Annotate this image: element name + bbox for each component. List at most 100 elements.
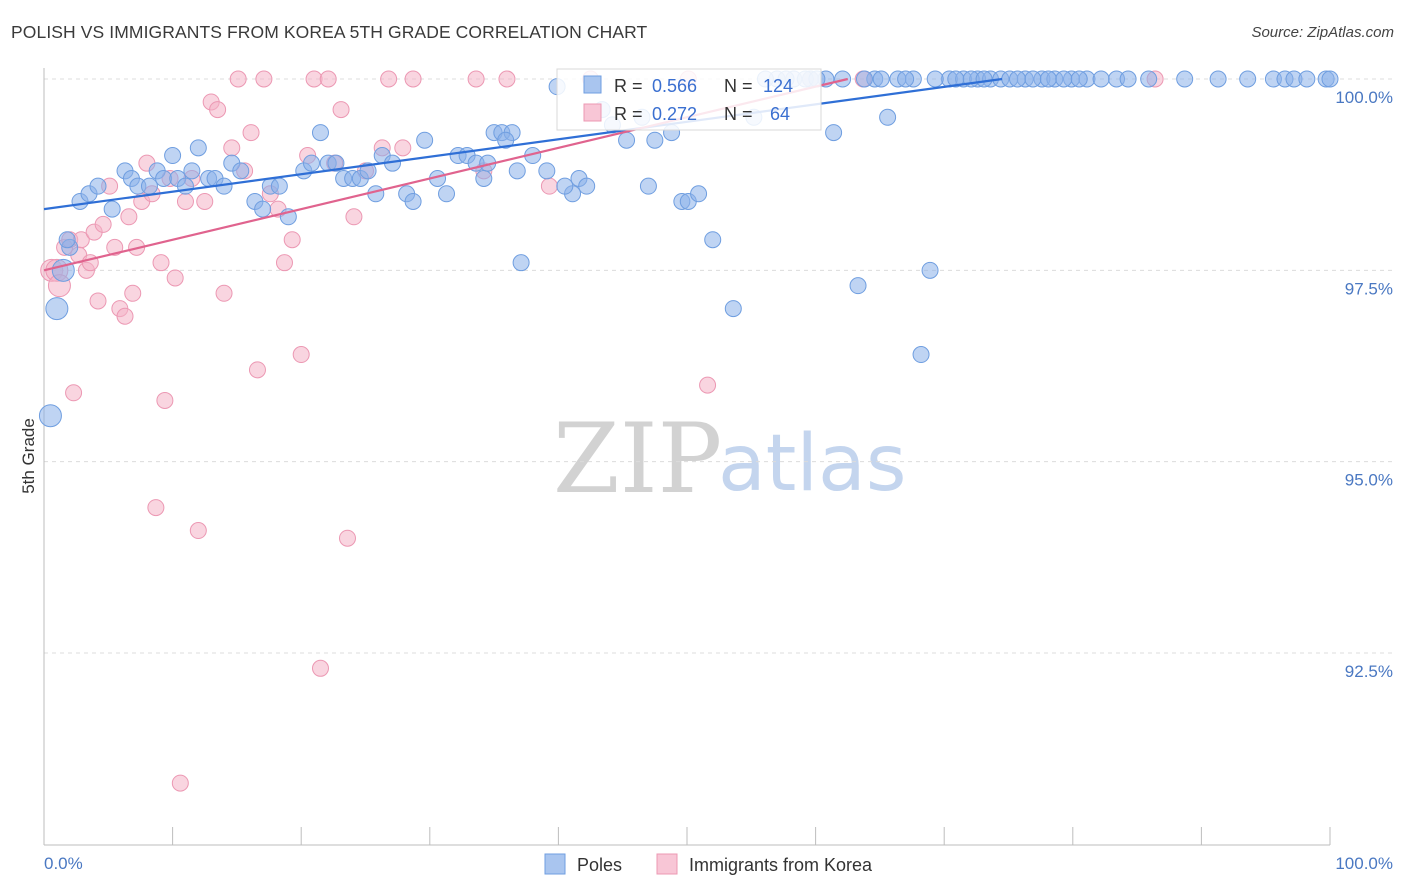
y-tick-label-0: 92.5% <box>1345 662 1393 681</box>
korea-point-63 <box>540 177 558 195</box>
poles-point-24 <box>232 162 250 180</box>
poles-point-126 <box>639 177 657 195</box>
korea-point-24 <box>152 254 170 272</box>
korea-point-18 <box>124 284 142 302</box>
poles-point-112 <box>926 70 944 88</box>
poles-point-12 <box>140 177 158 195</box>
poles-point-26 <box>254 200 272 218</box>
korea-point-53 <box>338 529 356 547</box>
poles-point-7 <box>89 177 107 195</box>
korea-point-12 <box>94 215 112 233</box>
korea-point-5 <box>65 384 83 402</box>
poles-point-2 <box>51 258 75 282</box>
korea-point-65 <box>699 376 717 394</box>
poles-point-19 <box>189 139 207 157</box>
poles-point-116 <box>1009 70 1027 88</box>
poles-point-76 <box>849 277 867 295</box>
poles-point-31 <box>302 154 320 172</box>
poles-point-98 <box>1209 70 1227 88</box>
poles-point-67 <box>690 185 708 203</box>
poles-point-123 <box>508 162 526 180</box>
poles-point-52 <box>512 254 530 272</box>
stats-r-label-poles: R = <box>614 76 643 96</box>
korea-point-50 <box>319 70 337 88</box>
stats-legend: R = 0.566 N = 124 R = 0.272 N = 64 <box>556 68 822 131</box>
poles-point-44 <box>438 185 456 203</box>
legend-label-korea: Immigrants from Korea <box>689 855 873 875</box>
poles-point-0 <box>38 404 62 428</box>
poles-point-129 <box>497 131 515 149</box>
poles-point-130 <box>556 177 574 195</box>
poles-point-103 <box>1298 70 1316 88</box>
korea-point-36 <box>223 139 241 157</box>
poles-point-81 <box>912 346 930 364</box>
poles-point-82 <box>921 261 939 279</box>
korea-point-28 <box>171 774 189 792</box>
poles-point-42 <box>416 131 434 149</box>
poles-point-99 <box>1239 70 1257 88</box>
y-tick-label-1: 95.0% <box>1345 471 1393 490</box>
x-tick-label-max: 100.0% <box>1335 854 1393 873</box>
korea-point-11 <box>89 292 107 310</box>
poles-point-34 <box>327 154 345 172</box>
poles-point-8 <box>103 200 121 218</box>
poles-point-61 <box>618 131 636 149</box>
poles-point-15 <box>164 147 182 165</box>
korea-point-52 <box>332 101 350 119</box>
poles-point-28 <box>270 177 288 195</box>
korea-point-37 <box>229 70 247 88</box>
poles-trend-line <box>43 77 1003 211</box>
korea-point-16 <box>116 307 134 325</box>
stats-n-label-poles: N = <box>724 76 753 96</box>
korea-point-29 <box>176 192 194 210</box>
poles-point-110 <box>872 70 890 88</box>
poles-point-4 <box>58 231 76 249</box>
korea-point-41 <box>255 70 273 88</box>
poles-point-108 <box>834 70 852 88</box>
poles-point-38 <box>359 162 377 180</box>
y-tick-label-2: 97.5% <box>1345 279 1393 298</box>
korea-point-58 <box>394 139 412 157</box>
stats-n-value-korea: 64 <box>770 104 790 124</box>
poles-point-105 <box>1321 70 1339 88</box>
poles-point-69 <box>724 300 742 318</box>
poles-point-97 <box>1176 70 1194 88</box>
korea-point-49 <box>311 659 329 677</box>
korea-point-57 <box>380 70 398 88</box>
watermark-zip: ZIP <box>553 403 722 515</box>
poles-point-18 <box>183 162 201 180</box>
stats-r-value-poles: 0.566 <box>652 76 697 96</box>
y-tick-labels: 92.5% 95.0% 97.5% 100.0% <box>1335 88 1393 681</box>
poles-point-109 <box>855 70 873 88</box>
korea-point-14 <box>106 238 124 256</box>
korea-point-59 <box>404 70 422 88</box>
poles-point-115 <box>975 70 993 88</box>
poles-point-32 <box>311 124 329 142</box>
poles-point-54 <box>538 162 556 180</box>
poles-point-78 <box>879 108 897 126</box>
korea-point-23 <box>147 499 165 517</box>
legend-swatch-korea <box>656 853 678 875</box>
bottom-legend: Poles Immigrants from Korea <box>544 853 873 875</box>
y-tick-label-3: 100.0% <box>1335 88 1393 107</box>
poles-point-120 <box>1070 70 1088 88</box>
poles-point-121 <box>1092 70 1110 88</box>
x-tick-label-min: 0.0% <box>44 854 83 873</box>
watermark-atlas: atlas <box>718 419 907 509</box>
korea-point-39 <box>242 124 260 142</box>
poles-point-117 <box>1024 70 1042 88</box>
korea-point-32 <box>196 192 214 210</box>
poles-point-14 <box>155 169 173 187</box>
poles-point-75 <box>825 124 843 142</box>
korea-point-60 <box>467 70 485 88</box>
stats-swatch-poles <box>583 75 602 94</box>
poles-point-68 <box>704 231 722 249</box>
korea-point-31 <box>189 522 207 540</box>
stats-n-value-poles: 124 <box>763 76 793 96</box>
poles-point-111 <box>897 70 915 88</box>
poles-point-118 <box>1039 70 1057 88</box>
korea-point-54 <box>345 208 363 226</box>
poles-point-125 <box>404 192 422 210</box>
korea-point-25 <box>156 391 174 409</box>
